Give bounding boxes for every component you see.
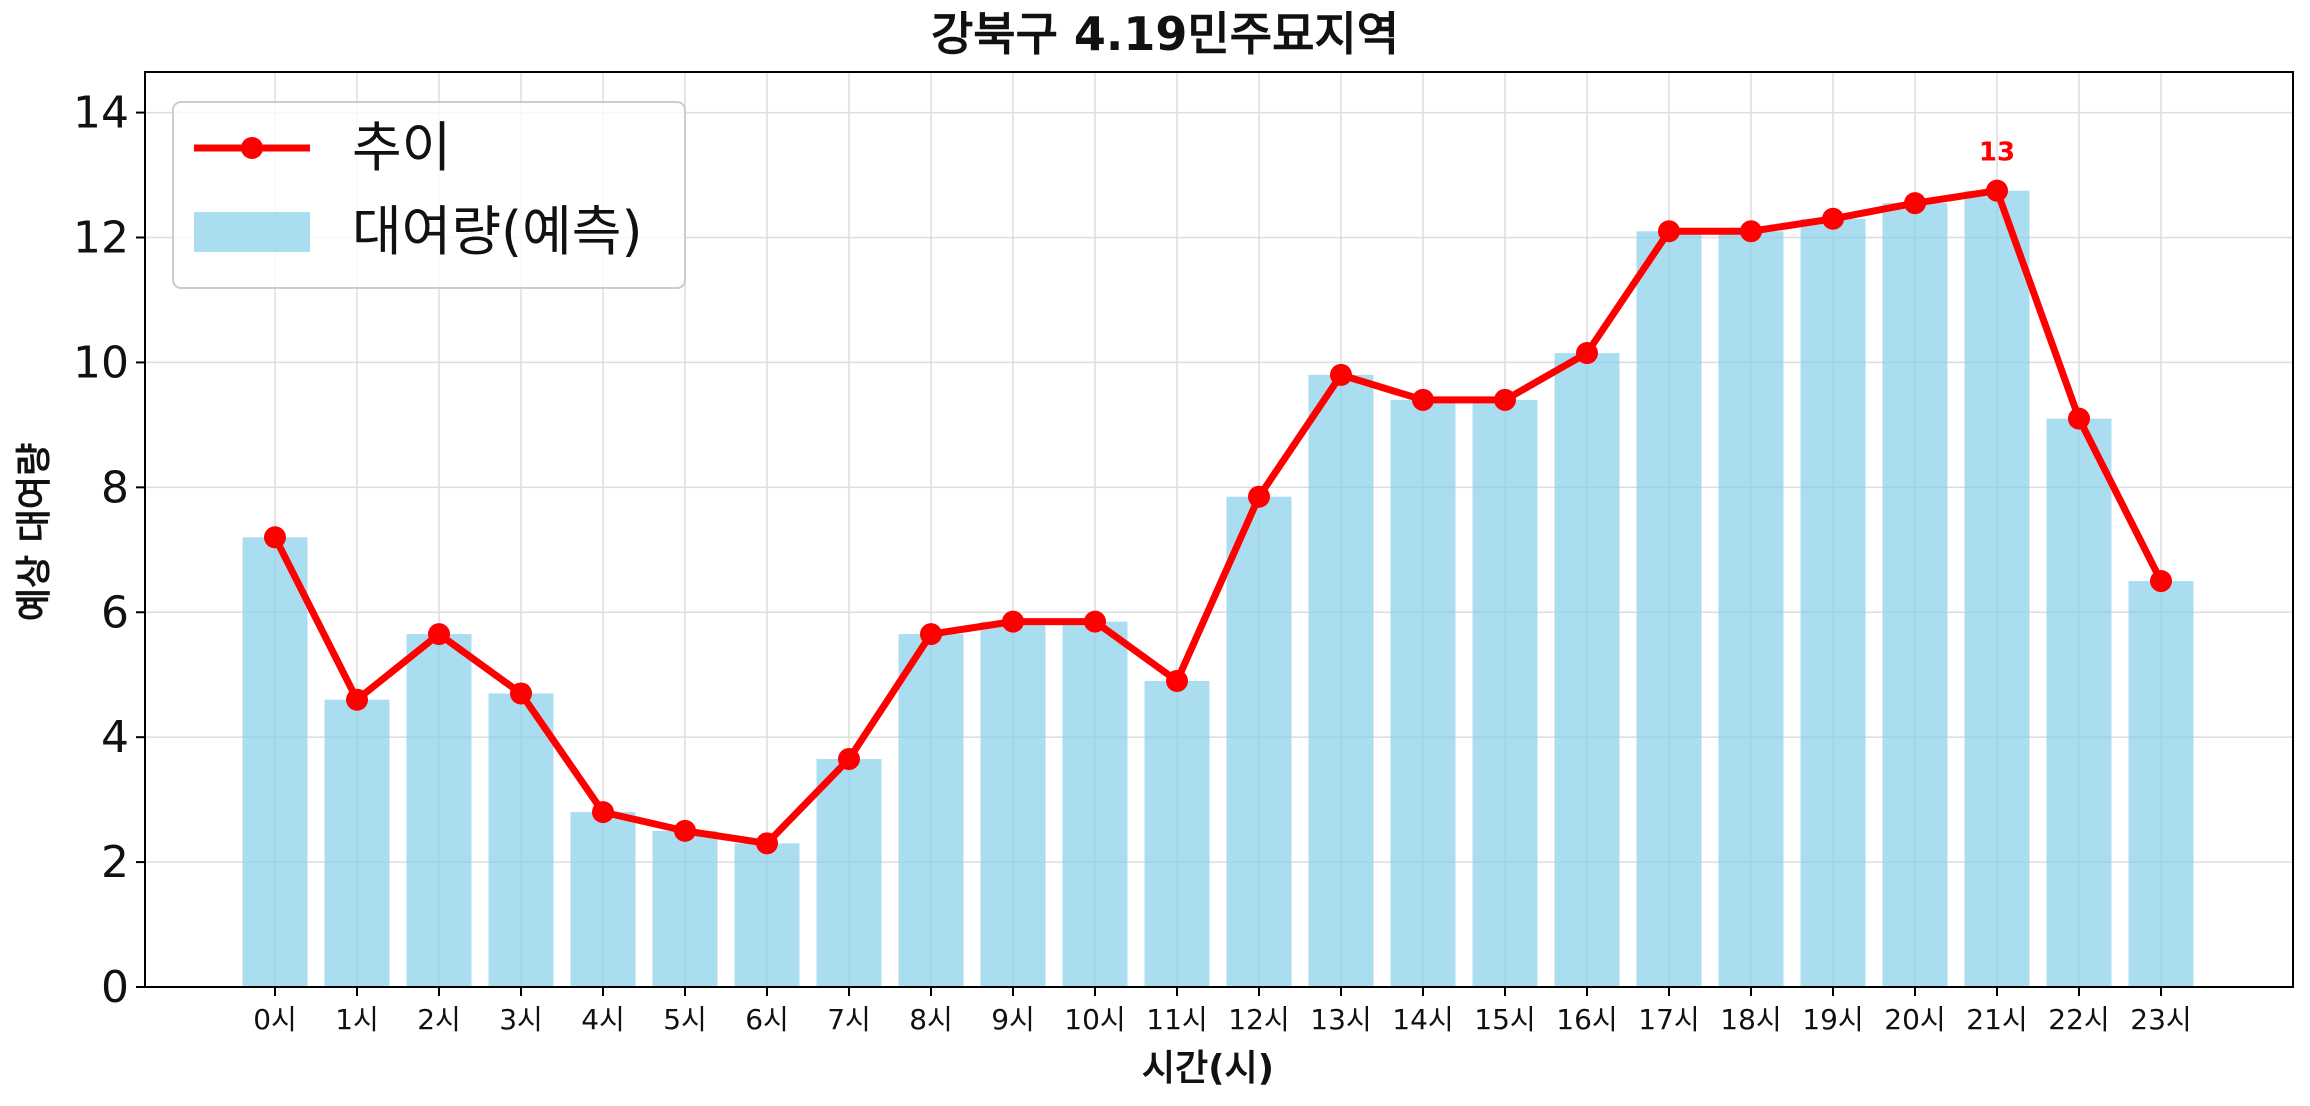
trend-point-8시 (920, 623, 942, 646)
x-tick-label-9: 9시 (991, 1003, 1035, 1036)
bar-11시 (1144, 680, 1210, 987)
trend-point-1시 (346, 688, 368, 711)
x-tick-label-0: 0시 (253, 1003, 297, 1036)
trend-point-16시 (1576, 342, 1598, 365)
line-series (264, 179, 2172, 855)
trend-point-20시 (1904, 192, 1926, 215)
x-tick-label-8: 8시 (909, 1003, 953, 1036)
trend-point-15시 (1494, 388, 1516, 411)
legend-label-line: 추이 (352, 116, 451, 179)
bar-5시 (652, 830, 718, 987)
x-tick-label-7: 7시 (827, 1003, 871, 1036)
y-tick-label-1: 2 (101, 837, 129, 888)
x-tick-label-11: 11시 (1146, 1003, 1207, 1036)
bar-0시 (242, 537, 308, 987)
x-tick-label-20: 20시 (1884, 1003, 1945, 1036)
trend-point-11시 (1166, 669, 1188, 692)
bar-4시 (570, 812, 636, 987)
x-tick-label-10: 10시 (1064, 1003, 1125, 1036)
x-tick-label-13: 13시 (1310, 1003, 1371, 1036)
y-axis: 0 2 4 6 8 10 12 14 (73, 88, 145, 1013)
bar-17시 (1636, 231, 1702, 987)
bar-1시 (324, 699, 390, 987)
trend-line (271, 187, 2165, 847)
x-tick-label-2: 2시 (417, 1003, 461, 1036)
trend-point-6시 (756, 832, 778, 855)
y-axis-label: 예상 대여량 (14, 443, 55, 621)
y-tick-label-0: 0 (101, 962, 129, 1013)
legend-label-bar: 대여량(예측) (352, 200, 643, 263)
y-tick-label-3: 6 (101, 587, 129, 638)
chart-title: 강북구 4.19민주묘지역 (931, 7, 1399, 61)
bar-14시 (1390, 399, 1456, 988)
plot-frame (144, 71, 2294, 988)
x-tick-label-15: 15시 (1474, 1003, 1535, 1036)
y-tick-label-5: 10 (73, 337, 129, 388)
x-tick-label-5: 5시 (663, 1003, 707, 1036)
trend-point-3시 (510, 682, 532, 705)
x-tick-label-19: 19시 (1802, 1003, 1863, 1036)
x-tick-label-17: 17시 (1638, 1003, 1699, 1036)
y-tick-label-2: 4 (101, 712, 129, 763)
trend-point-21시 (1986, 179, 2008, 202)
bar-23시 (2128, 581, 2194, 987)
x-tick-label-6: 6시 (745, 1003, 789, 1036)
legend-bar-swatch (194, 212, 310, 252)
bar-12시 (1226, 496, 1292, 987)
bar-21시 (1964, 190, 2030, 987)
legend-marker-swatch (241, 137, 263, 159)
x-tick-label-22: 22시 (2048, 1003, 2109, 1036)
bar-13시 (1308, 374, 1374, 987)
trend-point-7시 (838, 748, 860, 771)
bar-series (242, 190, 2194, 988)
x-tick-label-3: 3시 (499, 1003, 543, 1036)
trend-point-23시 (2150, 570, 2172, 593)
x-tick-label-12: 12시 (1228, 1003, 1289, 1036)
trend-point-2시 (428, 623, 450, 646)
x-axis: 0시 1시 2시 3시 4시 5시 6시 7시 8시 9시 10시 11시 12시 13시 14시 15시 16… (253, 987, 2192, 1036)
x-tick-label-16: 16시 (1556, 1003, 1617, 1036)
trend-point-22시 (2068, 407, 2090, 430)
x-tick-label-14: 14시 (1392, 1003, 1453, 1036)
bar-2시 (406, 634, 472, 987)
trend-point-9시 (1002, 610, 1024, 633)
y-tick-label-6: 12 (73, 213, 129, 264)
bar-8시 (898, 634, 964, 987)
x-axis-label: 시간(시) (1142, 1048, 1274, 1089)
x-tick-label-18: 18시 (1720, 1003, 1781, 1036)
trend-point-0시 (264, 526, 286, 549)
trend-point-13시 (1330, 363, 1352, 386)
bar-15시 (1472, 399, 1538, 988)
bar-18시 (1718, 231, 1784, 987)
trend-point-4시 (592, 801, 614, 824)
x-tick-label-21: 21시 (1966, 1003, 2027, 1036)
annotations: 13 (1979, 138, 2015, 168)
bar-20시 (1882, 203, 1948, 988)
bar-9시 (980, 621, 1046, 987)
trend-point-5시 (674, 819, 696, 842)
bar-16시 (1554, 353, 1620, 988)
bar-7시 (816, 759, 882, 987)
bar-3시 (488, 693, 554, 987)
trend-point-17시 (1658, 220, 1680, 243)
x-tick-label-23: 23시 (2130, 1003, 2191, 1036)
y-tick-label-7: 14 (73, 88, 129, 139)
y-tick-label-4: 8 (101, 462, 129, 513)
trend-point-14시 (1412, 388, 1434, 411)
peak-value-label: 13 (1979, 138, 2015, 168)
bar-19시 (1800, 218, 1866, 987)
bar-6시 (734, 843, 800, 987)
trend-point-12시 (1248, 485, 1270, 508)
x-tick-label-1: 1시 (335, 1003, 379, 1036)
x-tick-label-4: 4시 (581, 1003, 625, 1036)
bar-10시 (1062, 621, 1128, 987)
trend-point-10시 (1084, 610, 1106, 633)
trend-point-18시 (1740, 220, 1762, 243)
trend-point-19시 (1822, 207, 1844, 230)
bar-22시 (2046, 418, 2112, 988)
